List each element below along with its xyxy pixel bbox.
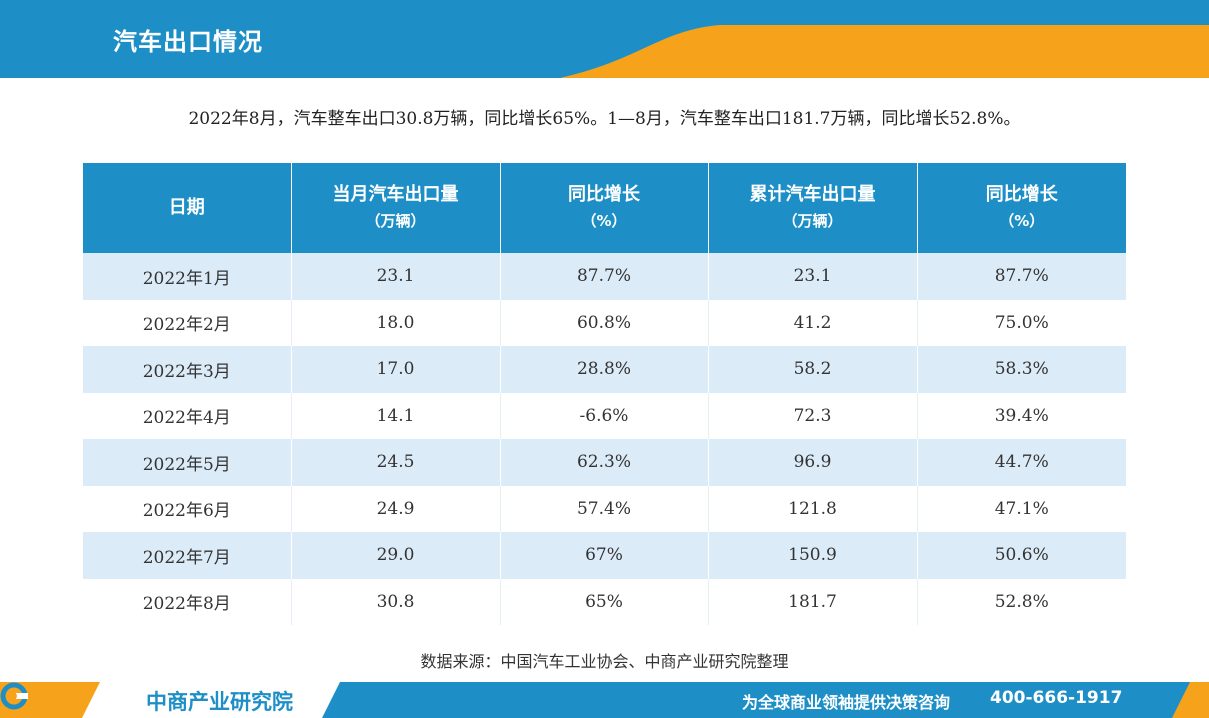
cell-monthly-export: 24.9 (291, 485, 501, 532)
cell-monthly-export: 30.8 (291, 578, 501, 625)
cell-cumulative-growth: 52.8% (917, 578, 1126, 625)
cell-cumulative-export: 41.2 (708, 299, 918, 346)
cell-cumulative-export: 23.1 (708, 253, 918, 300)
header-monthly-export: 当月汽车出口量 （万辆） (291, 163, 501, 253)
cell-date: 2022年4月 (83, 392, 292, 439)
source-note: 数据来源：中国汽车工业协会、中商产业研究院整理 (420, 652, 789, 671)
cell-cumulative-growth: 39.4% (917, 392, 1126, 439)
table-row: 2022年1月 23.1 87.7% 23.1 87.7% (83, 253, 1126, 300)
cell-cumulative-export: 58.2 (708, 346, 918, 393)
cell-monthly-growth: 87.7% (500, 253, 709, 300)
cell-monthly-growth: 57.4% (500, 485, 709, 532)
cell-cumulative-export: 121.8 (708, 485, 918, 532)
cell-cumulative-export: 96.9 (708, 439, 918, 486)
header-cumulative-growth: 同比增长 （%） (917, 163, 1126, 253)
table-row: 2022年4月 14.1 -6.6% 72.3 39.4% (83, 392, 1126, 439)
logo-c-icon (0, 682, 28, 710)
page-title: 汽车出口情况 (113, 28, 263, 56)
cell-monthly-export: 23.1 (291, 253, 501, 300)
cell-date: 2022年2月 (83, 299, 292, 346)
cell-cumulative-growth: 50.6% (917, 532, 1126, 579)
cell-date: 2022年7月 (83, 532, 292, 579)
cell-monthly-growth: 60.8% (500, 299, 709, 346)
cell-monthly-growth: 65% (500, 578, 709, 625)
table-row: 2022年7月 29.0 67% 150.9 50.6% (83, 532, 1126, 579)
cell-monthly-export: 14.1 (291, 392, 501, 439)
table-header-row: 日期 当月汽车出口量 （万辆） 同比增长 （%） 累计汽车出口量 （万辆） 同比增长（… (83, 163, 1126, 253)
cell-cumulative-growth: 44.7% (917, 439, 1126, 486)
cell-monthly-export: 29.0 (291, 532, 501, 579)
table-row: 2022年5月 24.5 62.3% 96.9 44.7% (83, 439, 1126, 486)
footer-slogan: 为全球商业领袖提供决策咨询 (742, 693, 951, 712)
cell-cumulative-export: 72.3 (708, 392, 918, 439)
cell-date: 2022年3月 (83, 346, 292, 393)
table-row: 2022年8月 30.8 65% 181.7 52.8% (83, 578, 1126, 625)
cell-cumulative-growth: 58.3% (917, 346, 1126, 393)
header-decoration (560, 0, 1209, 78)
cell-date: 2022年5月 (83, 439, 292, 486)
table-row: 2022年3月 17.0 28.8% 58.2 58.3% (83, 346, 1126, 393)
export-table: 日期 当月汽车出口量 （万辆） 同比增长 （%） 累计汽车出口量 （万辆） 同比增长（… (83, 163, 1126, 625)
cell-monthly-growth: -6.6% (500, 392, 709, 439)
header-cumulative-export: 累计汽车出口量 （万辆） (708, 163, 918, 253)
cell-cumulative-export: 150.9 (708, 532, 918, 579)
cell-cumulative-growth: 47.1% (917, 485, 1126, 532)
cell-monthly-growth: 28.8% (500, 346, 709, 393)
cell-cumulative-growth: 75.0% (917, 299, 1126, 346)
cell-monthly-growth: 62.3% (500, 439, 709, 486)
cell-monthly-export: 18.0 (291, 299, 501, 346)
table-row: 2022年6月 24.9 57.4% 121.8 47.1% (83, 485, 1126, 532)
cell-monthly-export: 17.0 (291, 346, 501, 393)
cell-monthly-growth: 67% (500, 532, 709, 579)
cell-date: 2022年6月 (83, 485, 292, 532)
logo-text: 中商产业研究院 (146, 690, 293, 714)
summary-text: 2022年8月，汽车整车出口30.8万辆，同比增长65%。1—8月，汽车整车出口… (188, 109, 1021, 129)
cell-monthly-export: 24.5 (291, 439, 501, 486)
header-banner: 汽车出口情况 (0, 0, 1209, 78)
cell-cumulative-growth: 87.7% (917, 253, 1126, 300)
table-row: 2022年2月 18.0 60.8% 41.2 75.0% (83, 299, 1126, 346)
header-monthly-growth: 同比增长 （%） (500, 163, 709, 253)
footer-phone: 400-666-1917 (990, 688, 1123, 708)
cell-date: 2022年8月 (83, 578, 292, 625)
cell-cumulative-export: 181.7 (708, 578, 918, 625)
header-date: 日期 (83, 163, 292, 253)
footer-bar: 中商产业研究院 为全球商业领袖提供决策咨询 400-666-1917 (0, 682, 1209, 718)
cell-date: 2022年1月 (83, 253, 292, 300)
